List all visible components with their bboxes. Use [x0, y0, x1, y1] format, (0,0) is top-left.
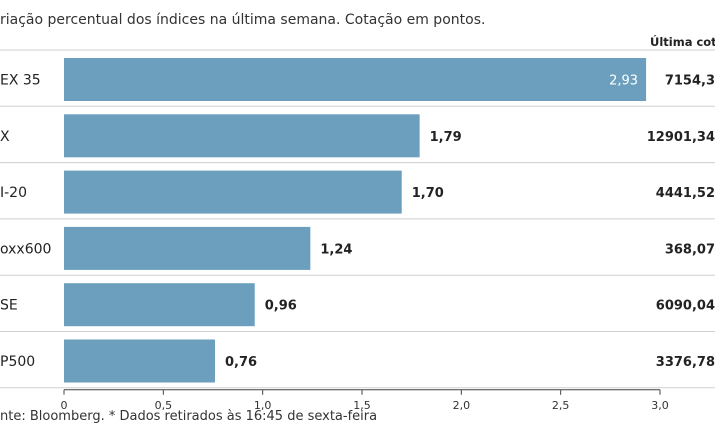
bar-value-label: 1,70: [412, 186, 444, 201]
bar-value-label: 2,93: [609, 74, 638, 89]
category-label: I-20: [0, 185, 27, 201]
category-label: X: [0, 129, 10, 145]
x-tick-label: 3,0: [651, 399, 669, 412]
category-label: oxx600: [0, 241, 51, 257]
bar: [64, 339, 215, 383]
last-quote-value: 7154,3: [665, 74, 715, 89]
bar: [64, 58, 647, 101]
category-label: P500: [0, 354, 35, 370]
bar: [64, 226, 311, 270]
bar: [64, 114, 420, 158]
x-tick-label: 2,0: [453, 399, 471, 412]
last-quote-value: 368,07: [665, 242, 715, 257]
bar: [64, 283, 255, 327]
x-tick-label: 2,5: [552, 399, 570, 412]
x-tick-label: 0,5: [155, 399, 173, 412]
x-tick-label: 1,0: [254, 399, 272, 412]
bar-value-label: 0,76: [225, 355, 257, 370]
last-quote-value: 6090,04: [656, 299, 715, 314]
last-quote-value: 12901,34: [647, 130, 715, 145]
x-tick-label: 0: [61, 399, 68, 412]
last-quote-value: 3376,78: [656, 355, 715, 370]
bar-value-label: 1,24: [320, 242, 352, 257]
bar-value-label: 1,79: [430, 130, 462, 145]
source-note: nte: Bloomberg. * Dados retirados às 16:…: [0, 409, 378, 424]
bar: [64, 170, 402, 214]
category-label: EX 35: [0, 73, 41, 89]
last-quote-value: 4441,52: [656, 186, 715, 201]
x-tick-label: 1,5: [353, 399, 371, 412]
category-label: SE: [0, 298, 18, 314]
last-quote-header: Última cotaç: [650, 35, 715, 49]
chart-subtitle: riação percentual dos índices na última …: [0, 12, 486, 28]
bar-value-label: 0,96: [265, 299, 297, 314]
